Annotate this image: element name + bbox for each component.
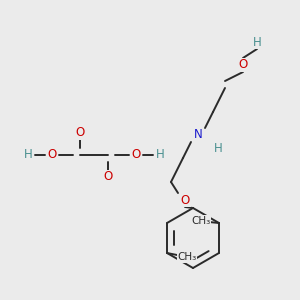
- Text: H: H: [253, 35, 261, 49]
- Text: O: O: [180, 194, 190, 206]
- Text: CH₃: CH₃: [177, 252, 196, 262]
- Text: O: O: [238, 58, 247, 71]
- Text: N: N: [194, 128, 202, 142]
- Text: O: O: [47, 148, 57, 161]
- Text: O: O: [131, 148, 141, 161]
- Text: O: O: [103, 170, 112, 184]
- Text: H: H: [214, 142, 222, 154]
- Text: H: H: [156, 148, 164, 161]
- Text: H: H: [24, 148, 32, 161]
- Text: CH₃: CH₃: [191, 216, 211, 226]
- Text: O: O: [75, 127, 85, 140]
